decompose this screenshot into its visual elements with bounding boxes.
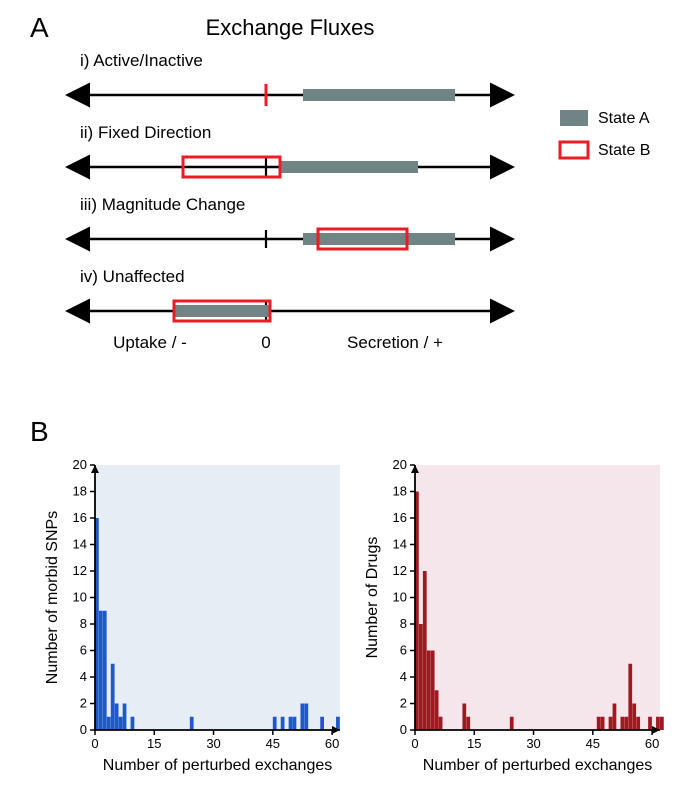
hist-bar-right <box>597 717 601 730</box>
x-tick-label: 0 <box>91 736 98 751</box>
y-tick-label: 16 <box>393 510 407 525</box>
x-tick-label: 30 <box>526 736 540 751</box>
axis-label-right: Secretion / + <box>347 333 443 352</box>
y-tick-label: 12 <box>393 563 407 578</box>
hist-bar-left <box>289 717 293 730</box>
hist-bar-right <box>660 717 664 730</box>
hist-bar-left <box>293 717 297 730</box>
hist-bar-right <box>510 717 514 730</box>
hist-bar-left <box>115 704 119 731</box>
legend-label-state-a: State A <box>598 110 650 127</box>
hist-bg-left <box>95 465 340 730</box>
y-axis-label-left: Number of morbid SNPs <box>44 511 61 684</box>
hist-bar-right <box>620 717 624 730</box>
y-tick-label: 18 <box>393 484 407 499</box>
x-tick-label: 60 <box>325 736 339 751</box>
legend-label-state-b: State B <box>598 142 650 159</box>
legend-swatch-state-b <box>560 142 588 158</box>
x-tick-label: 45 <box>266 736 280 751</box>
x-tick-label: 15 <box>147 736 161 751</box>
y-tick-label: 8 <box>400 616 407 631</box>
x-tick-label: 60 <box>645 736 659 751</box>
x-tick-label: 45 <box>586 736 600 751</box>
x-axis-label-right: Number of perturbed exchanges <box>423 757 652 774</box>
hist-bar-right <box>648 717 652 730</box>
panel-b-svg: 02468101214161820015304560Number of pert… <box>0 410 685 810</box>
hist-bar-left <box>281 717 285 730</box>
hist-bar-left <box>103 611 107 730</box>
x-tick-label: 30 <box>206 736 220 751</box>
hist-bar-right <box>613 704 617 731</box>
hist-bar-right <box>624 717 628 730</box>
y-tick-label: 14 <box>393 537 407 552</box>
panel-a-title: Exchange Fluxes <box>206 15 375 40</box>
hist-bar-left <box>131 717 135 730</box>
hist-bar-right <box>439 717 443 730</box>
hist-bar-right <box>632 704 636 731</box>
y-axis-label-right: Number of Drugs <box>364 537 381 659</box>
y-tick-label: 20 <box>393 457 407 472</box>
row-label: iii) Magnitude Change <box>80 195 245 214</box>
x-axis-label-left: Number of perturbed exchanges <box>103 757 332 774</box>
y-tick-label: 8 <box>80 616 87 631</box>
hist-bar-right <box>656 717 660 730</box>
hist-bar-right <box>419 624 423 730</box>
state-a-range <box>303 89 455 101</box>
hist-bar-left <box>99 611 103 730</box>
y-tick-label: 4 <box>80 669 87 684</box>
y-tick-label: 0 <box>400 722 407 737</box>
hist-bar-right <box>466 717 470 730</box>
y-tick-label: 10 <box>393 590 407 605</box>
state-a-range <box>174 305 270 317</box>
hist-bar-left <box>300 704 304 731</box>
hist-bar-right <box>423 571 427 730</box>
y-tick-label: 12 <box>73 563 87 578</box>
y-tick-label: 20 <box>73 457 87 472</box>
y-tick-label: 6 <box>400 643 407 658</box>
axis-label-left: Uptake / - <box>113 333 187 352</box>
hist-bar-left <box>273 717 277 730</box>
hist-bar-left <box>320 717 324 730</box>
panel-a-svg: Exchange Fluxesi) Active/Inactive ii) Fix… <box>0 0 685 410</box>
y-tick-label: 4 <box>400 669 407 684</box>
axis-label-zero: 0 <box>261 333 270 352</box>
hist-bar-right <box>427 651 431 731</box>
hist-bg-right <box>415 465 660 730</box>
y-tick-label: 10 <box>73 590 87 605</box>
x-tick-label: 0 <box>411 736 418 751</box>
hist-bar-right <box>435 690 439 730</box>
hist-bar-right <box>601 717 605 730</box>
hist-bar-left <box>123 704 127 731</box>
row-label: iv) Unaffected <box>80 267 185 286</box>
y-tick-label: 2 <box>400 696 407 711</box>
hist-bar-left <box>119 717 123 730</box>
hist-bar-right <box>609 717 613 730</box>
y-tick-label: 14 <box>73 537 87 552</box>
hist-bar-right <box>462 704 466 731</box>
y-tick-label: 0 <box>80 722 87 737</box>
x-tick-label: 15 <box>467 736 481 751</box>
hist-bar-right <box>431 651 435 731</box>
hist-bar-left <box>111 664 115 730</box>
state-a-range <box>303 233 455 245</box>
hist-bar-left <box>107 717 111 730</box>
hist-bar-left <box>304 704 308 731</box>
y-tick-label: 2 <box>80 696 87 711</box>
state-a-range <box>280 161 418 173</box>
hist-bar-left <box>190 717 194 730</box>
hist-bar-right <box>636 717 640 730</box>
y-tick-label: 18 <box>73 484 87 499</box>
row-label: ii) Fixed Direction <box>80 123 211 142</box>
y-tick-label: 16 <box>73 510 87 525</box>
hist-bar-left <box>336 717 340 730</box>
hist-bar-right <box>628 664 632 730</box>
row-label: i) Active/Inactive <box>80 51 203 70</box>
y-tick-label: 6 <box>80 643 87 658</box>
legend-swatch-state-a <box>560 110 588 126</box>
